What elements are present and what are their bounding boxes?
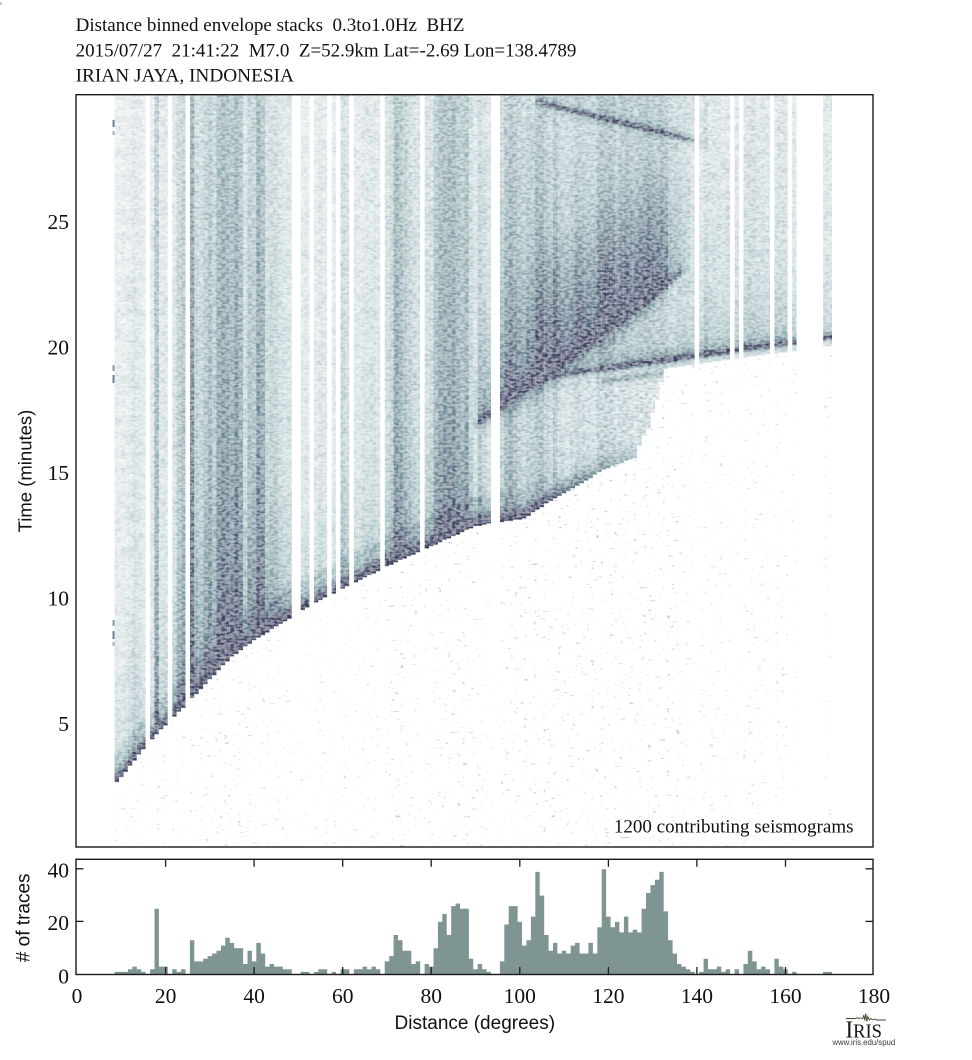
svg-text:0: 0 xyxy=(58,964,69,988)
svg-text:# of traces: # of traces xyxy=(14,873,35,962)
svg-text:2015/07/27 21:41:22 M7.0 Z=: 2015/07/27 21:41:22 M7.0 Z=52.9km Lat=-2… xyxy=(76,41,577,62)
svg-text:0: 0 xyxy=(72,984,83,1008)
svg-text:140: 140 xyxy=(681,984,713,1008)
svg-text:10: 10 xyxy=(48,587,70,611)
svg-text:25: 25 xyxy=(48,210,70,234)
svg-text:40: 40 xyxy=(48,858,70,882)
svg-text:20: 20 xyxy=(155,984,177,1008)
svg-text:IRIAN JAYA, INDONESIA: IRIAN JAYA, INDONESIA xyxy=(76,66,294,87)
svg-text:100: 100 xyxy=(504,984,536,1008)
svg-text:60: 60 xyxy=(332,984,354,1008)
svg-text:www.iris.edu/spud: www.iris.edu/spud xyxy=(831,1038,895,1047)
svg-text:Distance (degrees): Distance (degrees) xyxy=(395,1013,556,1034)
svg-text:15: 15 xyxy=(48,461,70,485)
svg-text:IRIS: IRIS xyxy=(846,1018,883,1044)
svg-text:80: 80 xyxy=(420,984,442,1008)
svg-text:180: 180 xyxy=(858,984,890,1008)
svg-text:1200 contributing seismograms: 1200 contributing seismograms xyxy=(614,816,854,837)
svg-text:20: 20 xyxy=(48,911,70,935)
svg-text:Distance binned envelope stack: Distance binned envelope stacks 0.3to1.0… xyxy=(76,15,465,36)
svg-text:20: 20 xyxy=(48,336,70,360)
svg-text:160: 160 xyxy=(769,984,801,1008)
svg-text:Time (minutes): Time (minutes) xyxy=(15,410,36,533)
svg-text:120: 120 xyxy=(592,984,624,1008)
svg-text:40: 40 xyxy=(243,984,265,1008)
svg-text:5: 5 xyxy=(58,712,69,736)
